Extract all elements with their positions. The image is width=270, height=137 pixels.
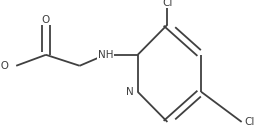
Text: N: N xyxy=(126,87,133,97)
Text: HO: HO xyxy=(0,61,9,71)
Text: Cl: Cl xyxy=(245,117,255,127)
Text: O: O xyxy=(42,15,50,25)
Text: NH: NH xyxy=(97,50,113,60)
Text: Cl: Cl xyxy=(162,0,173,8)
